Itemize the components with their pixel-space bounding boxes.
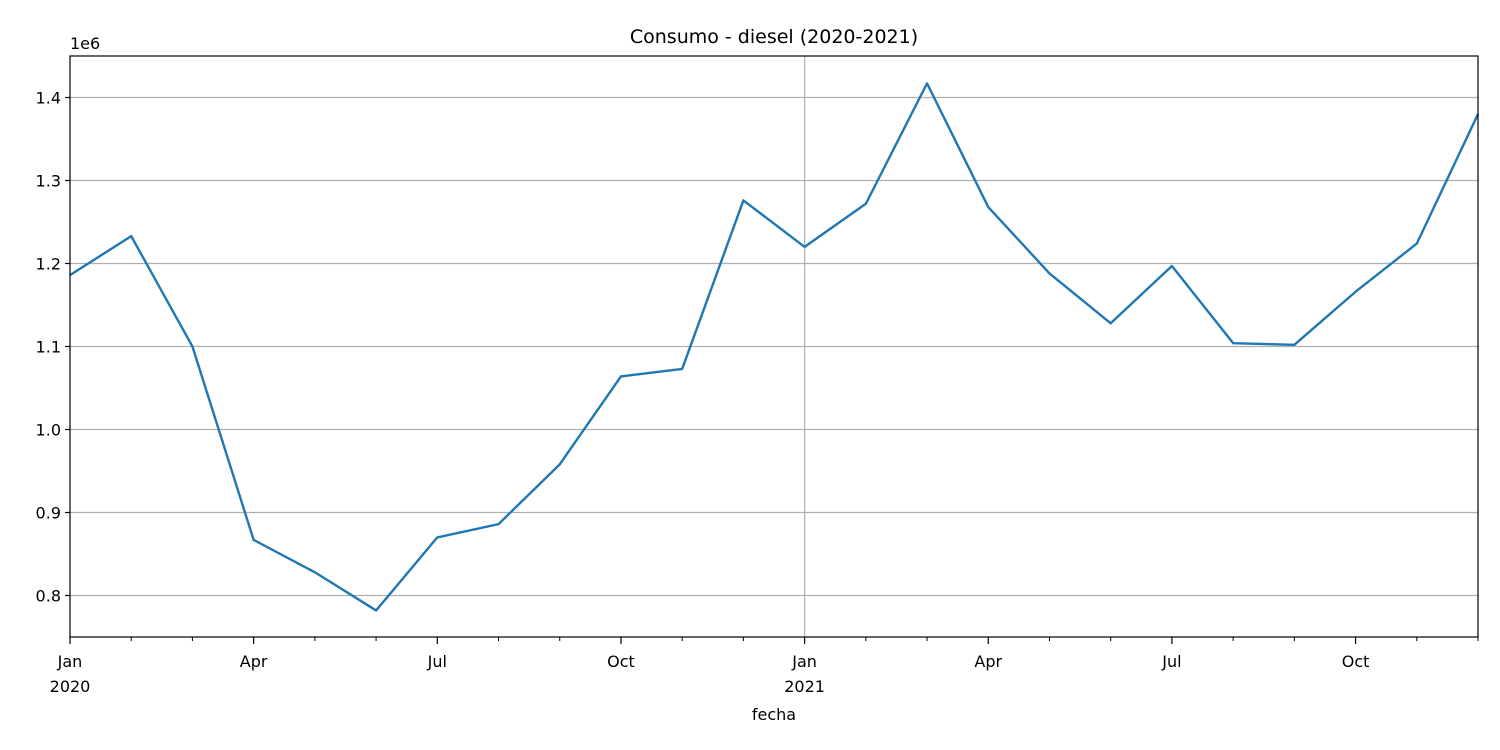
x-tick-label: Jul: [1161, 652, 1181, 671]
plot-frame: [69, 55, 1479, 638]
series-line: [69, 82, 1480, 612]
x-tick-label: Jan: [57, 652, 83, 671]
x-tick-label: Oct: [1342, 652, 1370, 671]
x-tick-label: Jan: [791, 652, 817, 671]
x-tick-label: Jul: [427, 652, 447, 671]
y-tick-label: 0.8: [36, 587, 61, 606]
y-tick-label: 1.4: [36, 89, 61, 108]
y-tick-label: 1.0: [36, 421, 61, 440]
x-tick-label: Apr: [240, 652, 268, 671]
x-axis: Jan 2020 Apr Jul Oct Jan 2021 Apr Jul Oct: [50, 637, 1479, 696]
x-tick-label: Apr: [974, 652, 1002, 671]
x-tick-year-label: 2020: [50, 677, 91, 696]
plot-area: [69, 82, 1480, 612]
x-tick-year-label: 2021: [784, 677, 825, 696]
y-axis: 0.8 0.9 1.0 1.1 1.2 1.3 1.4: [36, 89, 70, 606]
chart-title: Consumo - diesel (2020-2021): [630, 26, 918, 48]
x-axis-title: fecha: [752, 705, 796, 724]
y-tick-label: 1.2: [36, 255, 61, 274]
grid: [70, 56, 1478, 637]
y-tick-label: 1.3: [36, 172, 61, 191]
y-tick-label: 1.1: [36, 338, 61, 357]
y-axis-offset-label: 1e6: [70, 34, 100, 53]
x-tick-label: Oct: [607, 652, 635, 671]
y-tick-label: 0.9: [36, 504, 61, 523]
